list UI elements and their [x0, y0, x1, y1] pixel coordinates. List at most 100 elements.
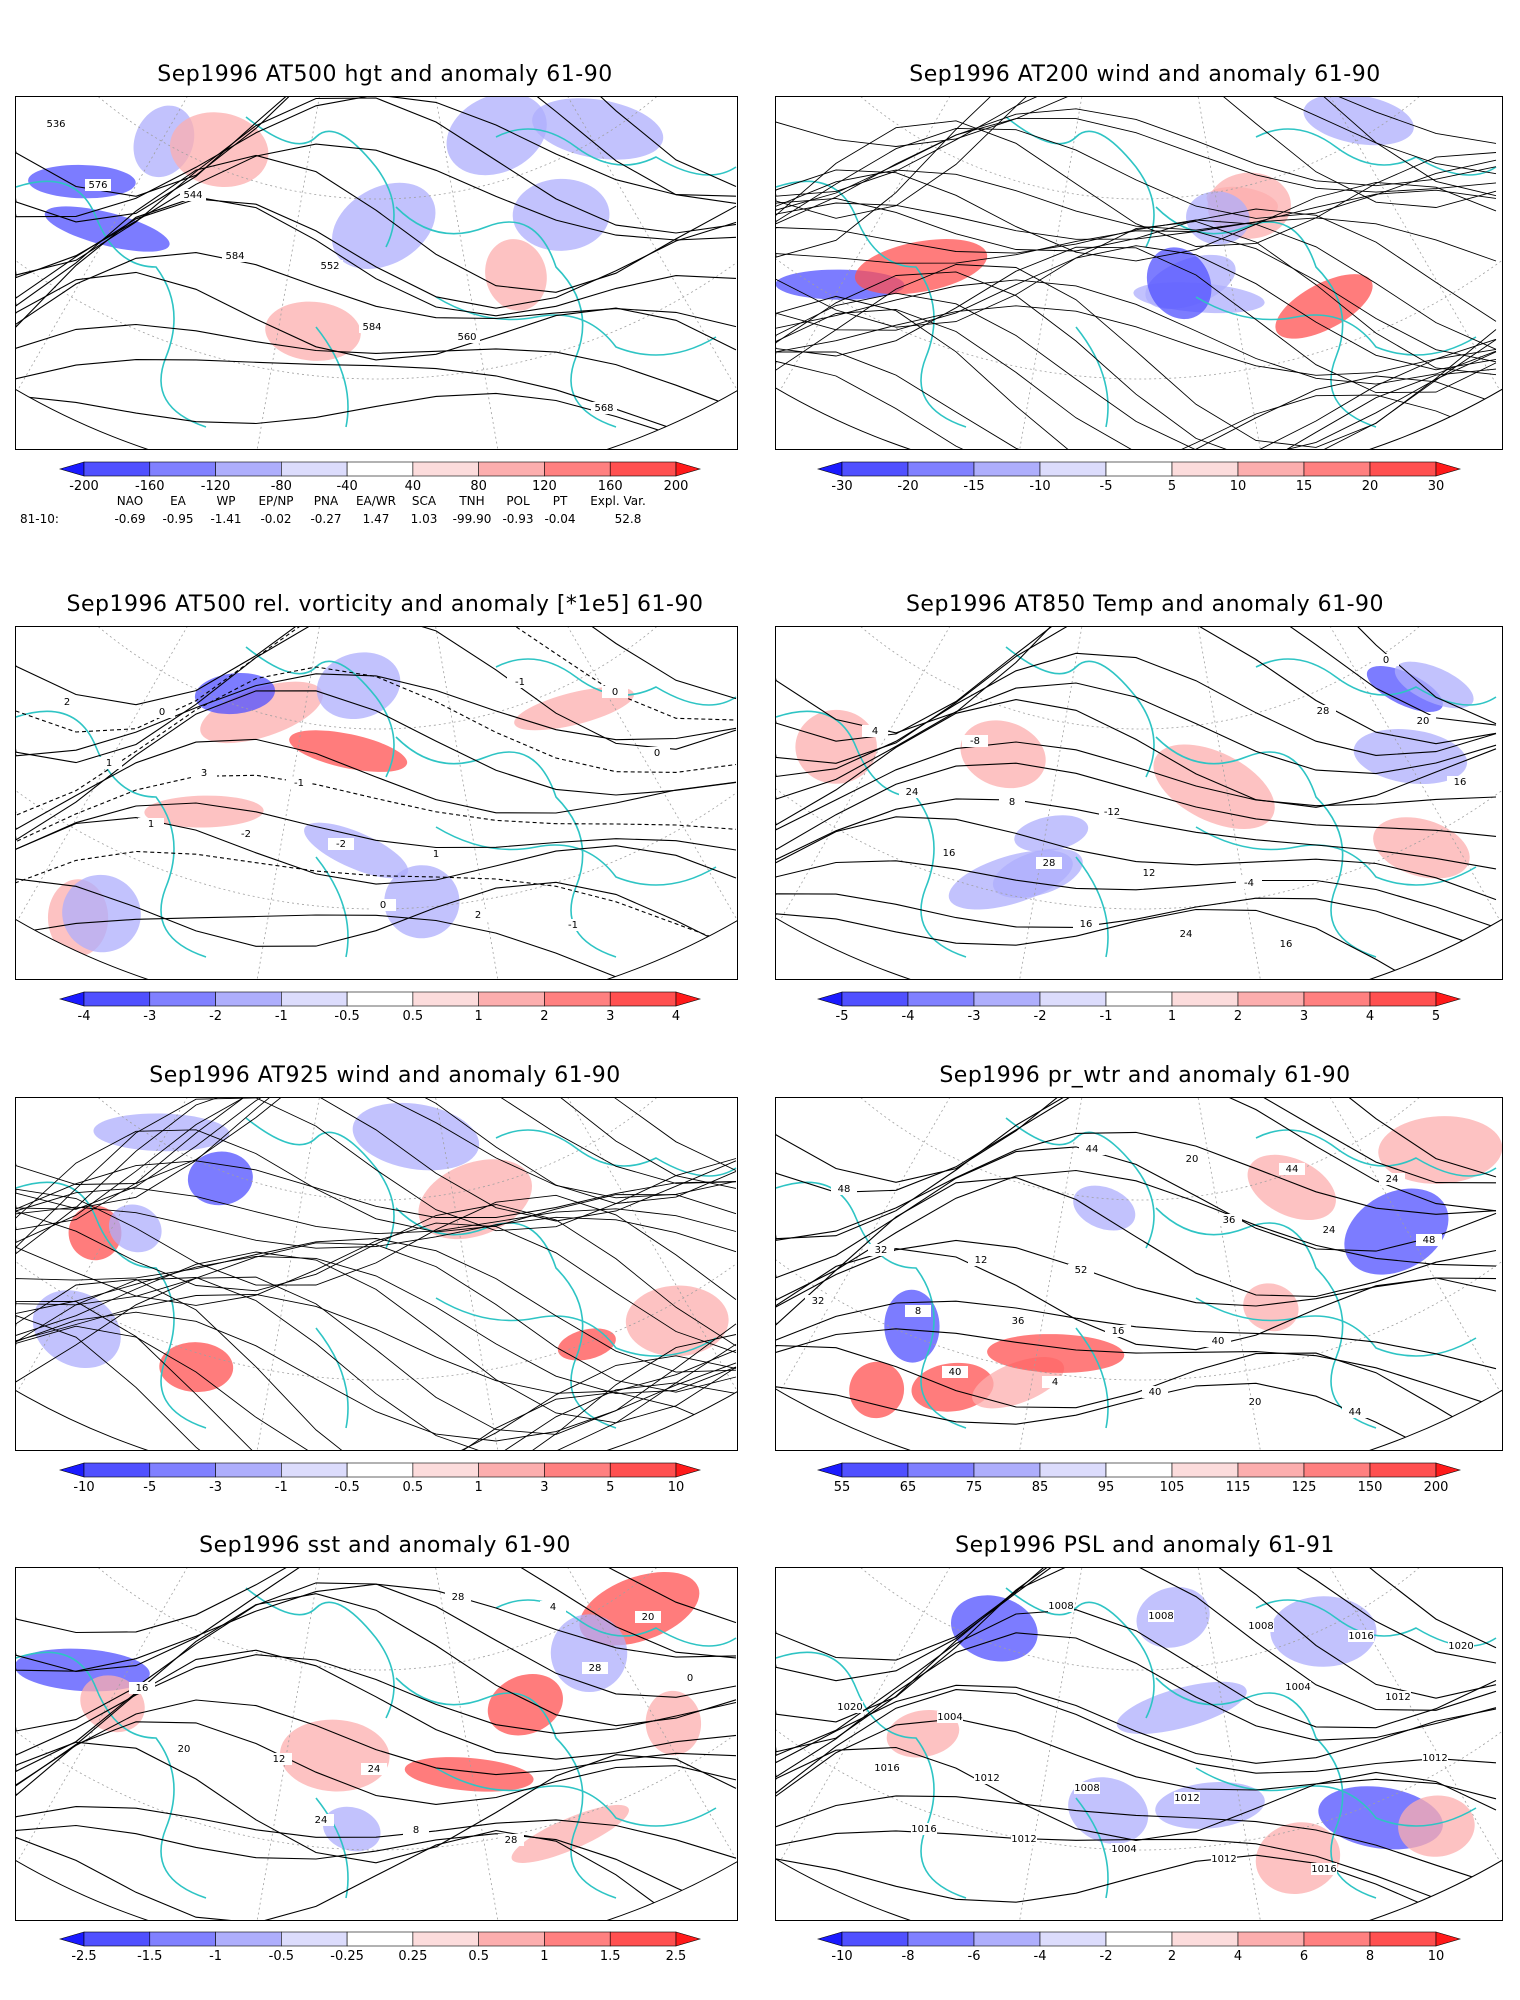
colorbar-bin [841, 991, 909, 1007]
colorbar-tick-label: -20 [897, 479, 918, 494]
contour-label: 1008 [1074, 1783, 1099, 1794]
coastline [1005, 1117, 1155, 1249]
streamline [776, 246, 1497, 394]
streamline [16, 1242, 737, 1393]
latitude-gridline [16, 1568, 737, 1851]
contour-line [16, 690, 737, 841]
colorbar-tick-label: -1 [209, 1949, 222, 1964]
streamline [16, 1311, 737, 1442]
colorbar-svg: -2.5 -1.5 -1 -0.5 -0.25 0.25 0.5 1 1.5 2.5 [58, 1931, 702, 1964]
contour-label-bg [644, 747, 670, 759]
colorbar-bin [149, 1462, 216, 1478]
colorbar-tick-label: 20 [1362, 479, 1379, 494]
colorbar-tick-label: 4 [672, 1009, 680, 1024]
anomaly-shading [795, 709, 877, 784]
map-plot-svg: 52 40 44 48 12 16 20 24 32 36 40 44 48 8 4 20 24 32 40 44 36 [776, 1098, 1502, 1450]
colorbar-tick-label: 2 [540, 1009, 548, 1024]
colorbar-tick-label: 0.25 [398, 1949, 427, 1964]
streamline [16, 1325, 737, 1450]
anomaly-shading [200, 681, 323, 744]
contour-label-bg [591, 402, 617, 414]
colorbar-tick-label: -3 [209, 1480, 222, 1495]
longitude-gridline [377, 1568, 737, 1862]
contour-label-bg [1379, 1173, 1405, 1185]
colorbar: -10 -5 -3 -1 -0.5 0.5 1 3 5 10 [58, 1461, 702, 1501]
contour-line [16, 1830, 737, 1920]
contour-label-bg [85, 179, 111, 191]
colorbar-bin [841, 1931, 909, 1947]
colorbar-bin [1369, 461, 1437, 477]
contour-label: 560 [457, 332, 476, 343]
longitude-gridline [377, 1098, 737, 1392]
contour-label: 20 [1249, 1397, 1262, 1408]
colorbar-tick-label: 0.5 [468, 1949, 489, 1964]
contour-label: 52 [1075, 1265, 1088, 1276]
colorbar-bin [412, 1462, 479, 1478]
streamline [16, 1204, 737, 1347]
contour-label-bg [582, 1662, 608, 1674]
contour-line [16, 154, 737, 307]
colorbar-bin [973, 461, 1041, 477]
colorbar-bin [841, 461, 909, 477]
colorbar-arrow-low [816, 991, 843, 1007]
contour-line [16, 817, 737, 885]
latitude-gridline [776, 627, 1502, 910]
contour-label-bg [999, 796, 1025, 808]
colorbar-bin [609, 1931, 677, 1947]
colorbar: -10 -8 -6 -4 -2 2 4 6 8 10 [816, 1930, 1462, 1970]
colorbar-bin [215, 1931, 282, 1947]
coastline [495, 128, 737, 176]
colorbar-tick-label: 6 [1300, 1949, 1308, 1964]
contour-label: 12 [975, 1255, 988, 1266]
colorbar-tick-label: -10 [831, 1949, 852, 1964]
contour-line [16, 878, 737, 951]
longitude-gridline [377, 627, 737, 921]
contour-label-bg [1074, 1782, 1100, 1794]
anomaly-shading [1275, 274, 1373, 339]
longitude-gridline [1139, 1098, 1501, 1392]
colorbar-bin [412, 1931, 479, 1947]
contour-line [16, 1568, 737, 1673]
contour-line [16, 359, 737, 446]
contour-label: 16 [1080, 919, 1093, 930]
index-value: -0.69 [114, 512, 146, 526]
contour-label: 568 [594, 403, 613, 414]
colorbar-tick-label: -40 [336, 479, 357, 494]
map-plot-svg: 1012 1016 1020 1004 1008 1012 1016 1020 1012 1004… [776, 1568, 1502, 1920]
colorbar-tick-label: -0.5 [334, 1480, 359, 1495]
map-plot: 536 544 552 560 568 576 584 584 [15, 96, 738, 450]
colorbar-tick-label: -80 [271, 479, 292, 494]
colorbar-tick-label: 10 [1428, 1949, 1445, 1964]
streamline [776, 351, 1497, 449]
anomaly-shading [1303, 97, 1414, 146]
contour-label-bg [1279, 1163, 1305, 1175]
colorbar-tick-label: -2.5 [71, 1949, 96, 1964]
contour-label: 1 [148, 819, 154, 830]
panel-title: Sep1996 sst and anomaly 61-90 [199, 1533, 571, 1558]
contour-label-bg [359, 321, 385, 333]
colorbar-tick-label: -2 [1100, 1949, 1113, 1964]
index-value: 52.8 [614, 512, 642, 526]
contour-label-bg [1410, 715, 1436, 727]
contour-label: 28 [452, 1592, 465, 1603]
contour-label: 1 [433, 849, 439, 860]
colorbar-bin [609, 991, 677, 1007]
colorbar-tick-label: 40 [405, 479, 422, 494]
longitude-gridline [779, 97, 1141, 391]
contour-label-bg [1142, 1386, 1168, 1398]
contour-line [776, 1830, 1497, 1917]
colorbar-tick-label: 1 [475, 1009, 483, 1024]
streamline [16, 1098, 737, 1255]
coastline [1195, 1297, 1477, 1357]
colorbar-tick-label: -8 [902, 1949, 915, 1964]
colorbar: -30 -20 -15 -10 -5 5 10 15 20 30 [816, 460, 1462, 500]
colorbar-tick-label: 200 [1424, 1480, 1449, 1495]
colorbar-tick-label: 2.5 [666, 1949, 687, 1964]
colorbar-tick-label: -4 [1034, 1949, 1047, 1964]
contour-label: 48 [1423, 1235, 1436, 1246]
panel-title: Sep1996 AT850 Temp and anomaly 61-90 [905, 592, 1385, 617]
colorbar-svg: -4 -3 -2 -1 -0.5 0.5 1 2 3 4 [58, 991, 702, 1024]
contour-label-bg [1248, 1620, 1274, 1632]
anomaly-shading [289, 730, 408, 772]
anomaly-shading [62, 874, 141, 953]
